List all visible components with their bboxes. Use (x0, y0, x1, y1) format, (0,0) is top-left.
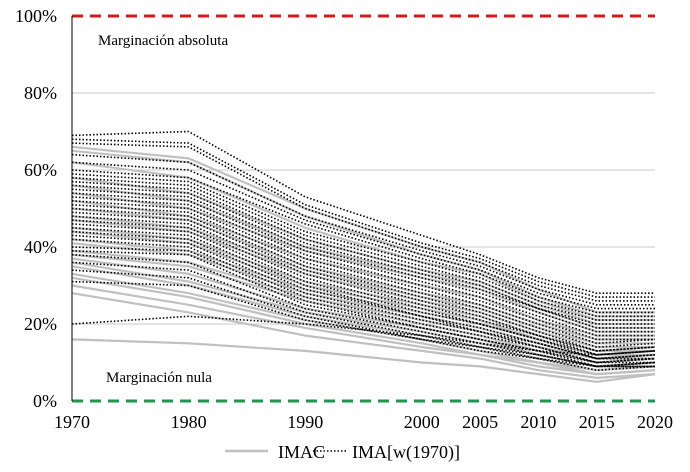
ima-line-29 (71, 269, 655, 368)
x-tick-label-2000: 2000 (404, 412, 440, 432)
y-tick-label-80: 80% (24, 83, 57, 103)
legend-imac-label: IMAC (278, 442, 325, 462)
ima-line-26 (71, 250, 656, 368)
imac-line-10 (71, 219, 655, 349)
ima-line-22 (71, 230, 655, 360)
y-tick-label-20: 20% (24, 314, 57, 334)
x-tick-labels: 1970 1980 1990 2000 2005 2010 2015 2020 (54, 412, 673, 432)
x-tick-label-2020: 2020 (637, 412, 673, 432)
ima-line-7 (71, 173, 655, 318)
y-tick-labels: 0% 20% 40% 60% 80% 100% (15, 6, 57, 411)
x-tick-label-2010: 2010 (520, 412, 556, 432)
x-tick-label-2005: 2005 (462, 412, 498, 432)
ima-line-4 (71, 153, 655, 306)
ima-line-21 (71, 227, 656, 360)
ima-line-19 (71, 219, 656, 356)
ima-line-17 (71, 211, 656, 352)
imac-line-24 (71, 338, 656, 383)
imac-line-6 (71, 192, 655, 333)
ima-series-group (71, 130, 656, 372)
ima-line-28 (71, 261, 655, 368)
gridlines (72, 92, 655, 325)
ima-line-6 (71, 169, 655, 314)
y-tick-label-0: 0% (33, 391, 57, 411)
reference-lines (72, 14, 655, 403)
imac-line-23 (71, 292, 656, 379)
imac-line-7 (71, 199, 655, 337)
ima-line-30 (71, 280, 656, 372)
x-tick-label-2015: 2015 (579, 412, 615, 432)
y-tick-label-100: 100% (15, 6, 57, 26)
y-tick-label-40: 40% (24, 237, 57, 257)
x-tick-label-1990: 1990 (287, 412, 323, 432)
imac-line-9 (71, 215, 655, 345)
imac-line-22 (71, 284, 656, 376)
ima-line-8 (71, 176, 655, 321)
ima-line-20 (71, 223, 656, 360)
ima-line-5 (71, 161, 655, 310)
ima-line-9 (71, 180, 655, 325)
legend: IMAC IMA[w(1970)] (225, 442, 460, 463)
imac-line-1 (71, 145, 655, 314)
marginacion-nula-label: Marginación nula (106, 370, 212, 386)
ima-line-1 (71, 130, 655, 295)
ima-line-24 (71, 238, 656, 364)
x-tick-label-1970: 1970 (54, 412, 90, 432)
marginacion-absoluta-label: Marginación absoluta (98, 33, 228, 49)
y-tick-label-60: 60% (24, 160, 57, 180)
x-tick-label-1980: 1980 (171, 412, 207, 432)
legend-ima-label: IMA[w(1970)] (352, 442, 460, 463)
ima-line-15 (71, 203, 656, 348)
ima-line-12 (71, 192, 655, 337)
ima-line-18 (71, 215, 656, 356)
